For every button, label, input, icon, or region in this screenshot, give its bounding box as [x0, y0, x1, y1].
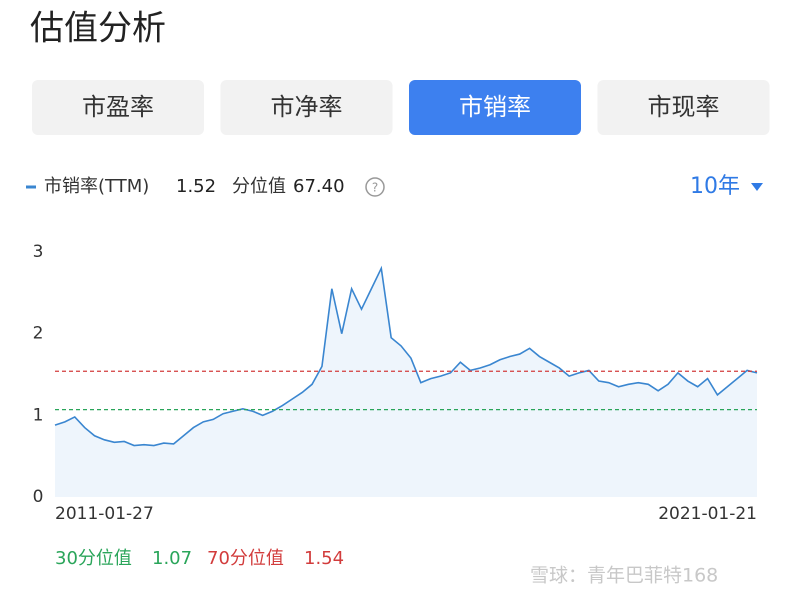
dropdown-arrow[interactable] [751, 183, 763, 191]
reference-label: 70分位值 [207, 548, 284, 569]
tab[interactable] [597, 80, 770, 135]
percentile-label: 分位值 [232, 176, 286, 197]
tab[interactable] [409, 80, 581, 135]
tab-label: 市盈率 [82, 93, 154, 121]
watermark: 雪球：青年巴菲特168 [530, 565, 718, 587]
legend-label: 市销率(TTM) [44, 176, 149, 197]
y-tick-label: 0 [33, 487, 44, 507]
tab[interactable] [220, 80, 393, 135]
tab-label: 市净率 [271, 93, 343, 121]
y-tick-label: 3 [33, 242, 44, 262]
current-value: 1.52 [176, 176, 216, 197]
reference-value: 1.07 [152, 548, 192, 569]
tab-label: 市销率 [459, 93, 531, 121]
y-tick-label: 1 [33, 405, 44, 425]
y-tick-label: 2 [33, 324, 44, 344]
tab-bar: 市盈率 市净率 市销率 市现率 [32, 80, 770, 135]
line [54, 265, 758, 447]
chart: 0 1 2 3 2011-01-27 2021-01-21 30分位值 1.07 70分位值 1.… [33, 242, 758, 569]
area-fill [55, 268, 757, 497]
help-icon-mark: ? [372, 181, 378, 195]
reference-label: 30分位值 [55, 548, 132, 569]
help-icon[interactable] [365, 177, 385, 197]
x-tick-label: 2021-01-21 [658, 504, 757, 524]
page-title: 估值分析 [30, 9, 166, 49]
tab[interactable] [32, 80, 204, 135]
percentile-value: 67.40 [293, 176, 345, 197]
reference-value: 1.54 [304, 548, 344, 569]
tab-label: 市现率 [648, 93, 720, 121]
x-tick-label: 2011-01-27 [55, 504, 154, 524]
period-selector[interactable]: 10年 [690, 174, 740, 199]
